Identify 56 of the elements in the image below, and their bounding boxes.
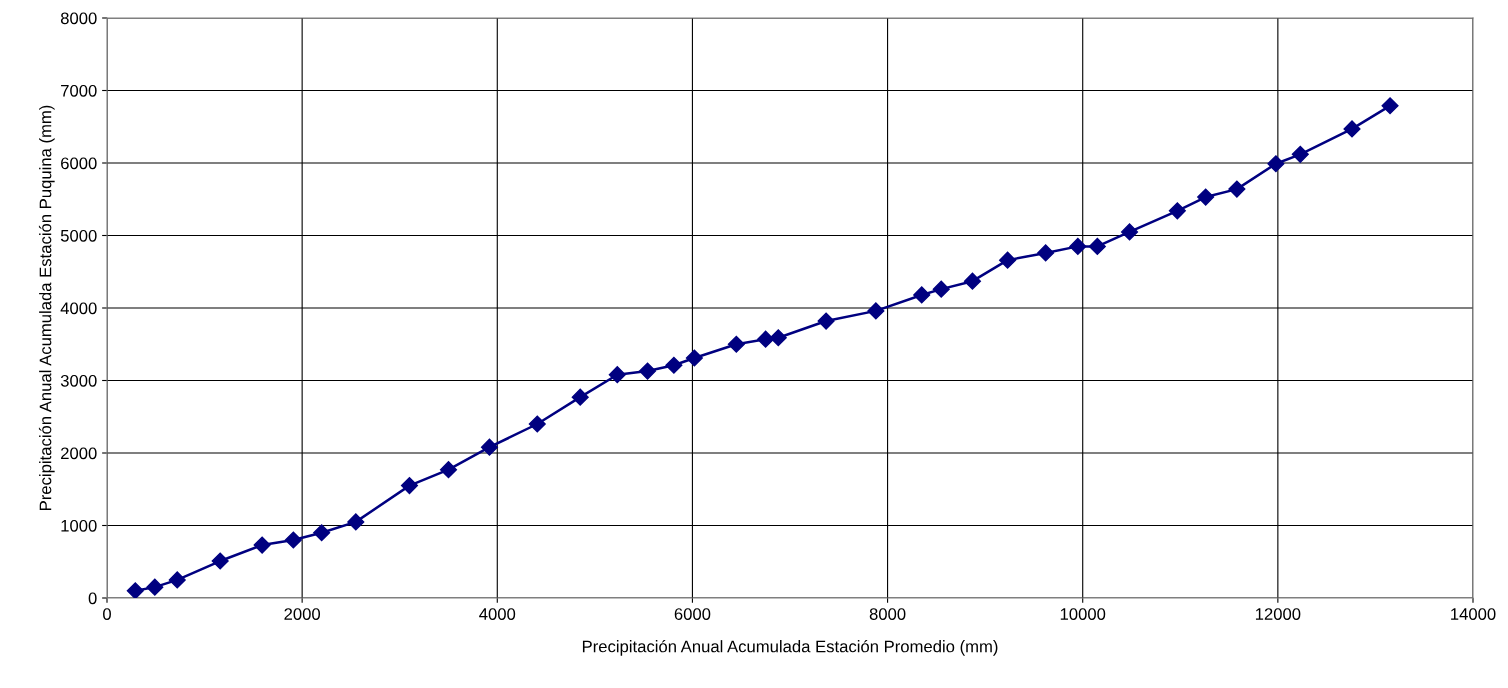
point (1228, 180, 1246, 198)
point (1343, 120, 1361, 138)
point (1197, 188, 1215, 206)
point (963, 272, 982, 290)
point (1168, 202, 1186, 220)
point (146, 578, 164, 596)
point (867, 302, 885, 320)
point (439, 461, 458, 479)
point (913, 286, 931, 304)
point (665, 356, 683, 374)
y-tick-label: 8000 (60, 12, 97, 25)
point (685, 349, 703, 367)
point (571, 388, 589, 406)
y-tick-label: 5000 (60, 229, 97, 242)
x-tick-label: 10000 (1060, 608, 1106, 620)
point (253, 536, 271, 554)
y-tick-label: 1000 (61, 519, 97, 532)
point (1088, 237, 1106, 255)
point (817, 312, 835, 330)
point (168, 571, 186, 589)
point (1267, 155, 1285, 173)
point (284, 531, 302, 549)
point (1291, 145, 1309, 163)
y-axis-title: Precipitación Anual Acumulada Estación Puquina (mm) (38, 105, 55, 510)
y-tick-label: 7000 (61, 84, 97, 97)
x-tick-label: 12000 (1255, 608, 1301, 620)
point (727, 335, 745, 353)
point (999, 251, 1017, 269)
x-axis-title: Precipitación Anual Acumulada Estación Promedio (mm) (582, 639, 998, 656)
x-tick-label: 2000 (284, 608, 321, 620)
point (480, 438, 499, 456)
point (757, 330, 775, 348)
point (638, 362, 657, 380)
x-tick-label: 14000 (1451, 608, 1496, 620)
point (313, 524, 331, 542)
point (347, 513, 365, 531)
y-tick-label: 2000 (61, 447, 97, 460)
point (608, 366, 626, 384)
y-tick-label: 4000 (60, 302, 97, 315)
y-tick-label: 3000 (60, 374, 97, 387)
point (211, 552, 229, 570)
point (1381, 97, 1399, 115)
x-tick-label: 6000 (674, 608, 711, 620)
point (126, 582, 144, 598)
point (1120, 223, 1139, 241)
point (400, 477, 419, 495)
point (1069, 237, 1087, 255)
point (769, 329, 787, 347)
point (1037, 244, 1055, 262)
x-tick-label: 8000 (869, 608, 906, 620)
point (932, 280, 950, 298)
y-tick-label: 6000 (61, 157, 97, 170)
x-tick-label: 0 (103, 608, 111, 620)
point (528, 415, 546, 433)
y-tick-label: 0 (88, 592, 97, 605)
x-tick-label: 4000 (479, 608, 516, 620)
